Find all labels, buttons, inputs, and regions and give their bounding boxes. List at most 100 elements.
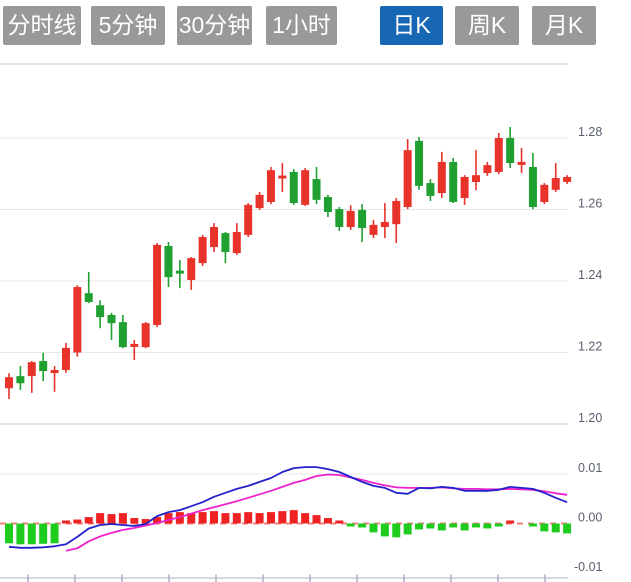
candle-body [494,138,503,172]
macd-histogram-bar [335,520,344,524]
tab-timeframe-3[interactable]: 1小时 [266,6,337,45]
macd-histogram-bar [141,519,150,524]
indicator-axis-label: 0.00 [578,511,602,525]
indicator-axis-label: -0.01 [574,560,603,574]
macd-histogram-bar [471,523,480,528]
candle-body [84,293,93,303]
macd-histogram-bar [210,511,219,524]
macd-histogram-bar [221,513,230,524]
macd-histogram-bar [27,523,36,545]
candle-body [107,314,116,324]
candle-body [278,175,287,179]
candle-body [210,227,219,248]
candle-body [415,140,424,186]
macd-histogram-bar [563,523,572,534]
macd-histogram-bar [61,520,70,524]
macd-histogram-bar [164,513,173,524]
macd-dif-line [8,466,568,549]
candle-body [358,209,367,229]
tab-timeframe-5[interactable]: 周K [455,6,519,45]
tab-timeframe-1[interactable]: 5分钟 [91,6,165,45]
macd-histogram-bar [130,518,139,524]
candle-body [255,194,264,209]
candle-body [449,161,458,202]
macd-histogram-bar [107,514,116,524]
tab-timeframe-2[interactable]: 30分钟 [177,6,252,45]
macd-histogram-bar [437,523,446,531]
macd-histogram-bar [96,513,105,524]
macd-histogram-bar [244,512,253,524]
candle-body [198,237,207,264]
macd-histogram-bar [73,519,82,524]
macd-histogram-bar [312,515,321,524]
macd-histogram-bar [198,512,207,524]
candle-body [266,170,275,202]
candle-body [50,370,59,374]
macd-histogram-bar [506,520,515,524]
macd-histogram-bar [301,513,310,524]
price-axis-label: 1.28 [578,125,602,139]
price-axis-label: 1.22 [578,340,602,354]
candle-body [118,322,127,348]
candle-body [460,176,469,199]
candle-body [221,233,230,253]
candle-body [39,361,48,372]
candle-body [301,170,310,205]
price-axis-label: 1.24 [578,268,602,282]
candle-body [312,179,321,200]
timeframe-tabs: 分时线 5分钟 30分钟 1小时 日K 周K 月K [0,0,631,52]
macd-histogram-bar [426,523,435,529]
tab-timeframe-6[interactable]: 月K [532,6,596,45]
macd-histogram-bar [153,517,162,524]
macd-histogram-bar [415,523,424,530]
macd-histogram-bar [346,523,355,527]
price-axis-label: 1.20 [578,411,602,425]
candle-body [153,244,162,325]
macd-histogram-bar [118,513,127,524]
tab-timeframe-4[interactable]: 日K [380,6,443,45]
macd-histogram-bar [483,523,492,529]
candle-body [483,165,492,174]
candle-body [187,258,196,280]
candle-body [16,376,25,384]
candle-body [175,270,184,274]
macd-histogram-bar [266,512,275,524]
candle-body [426,183,435,196]
candle-body [540,184,549,202]
macd-histogram-bar [369,523,378,533]
candle-body [232,232,241,254]
candle-body [437,161,446,194]
macd-histogram-bar [551,523,560,533]
candle-body [528,166,537,207]
candle-body [5,377,13,389]
macd-histogram-bar [449,523,458,528]
candle-body [244,204,253,235]
candle-body [369,224,378,235]
tab-timeframe-0[interactable]: 分时线 [3,6,81,45]
macd-histogram-bar [380,523,389,537]
candle-body [164,245,173,278]
candle-body [27,362,36,377]
candle-body [130,343,139,347]
indicator-axis-label: 0.01 [578,461,602,475]
candle-body [403,150,412,207]
candle-body [551,178,560,190]
candle-body [96,305,105,318]
macd-histogram-bar [494,523,503,527]
macd-histogram-bar [323,518,332,524]
macd-histogram-bar [358,523,367,528]
macd-histogram-bar [84,517,93,524]
candle-body [471,175,480,182]
candle-body [506,138,515,164]
candle-body [346,210,355,228]
macd-histogram-bar [5,523,13,544]
macd-histogram-bar [540,523,549,532]
macd-histogram-bar [403,523,412,535]
candle-body [289,171,298,204]
macd-histogram-bar [187,513,196,524]
macd-histogram-bar [289,510,298,524]
candle-body [517,161,526,165]
macd-histogram-bar [278,511,287,524]
